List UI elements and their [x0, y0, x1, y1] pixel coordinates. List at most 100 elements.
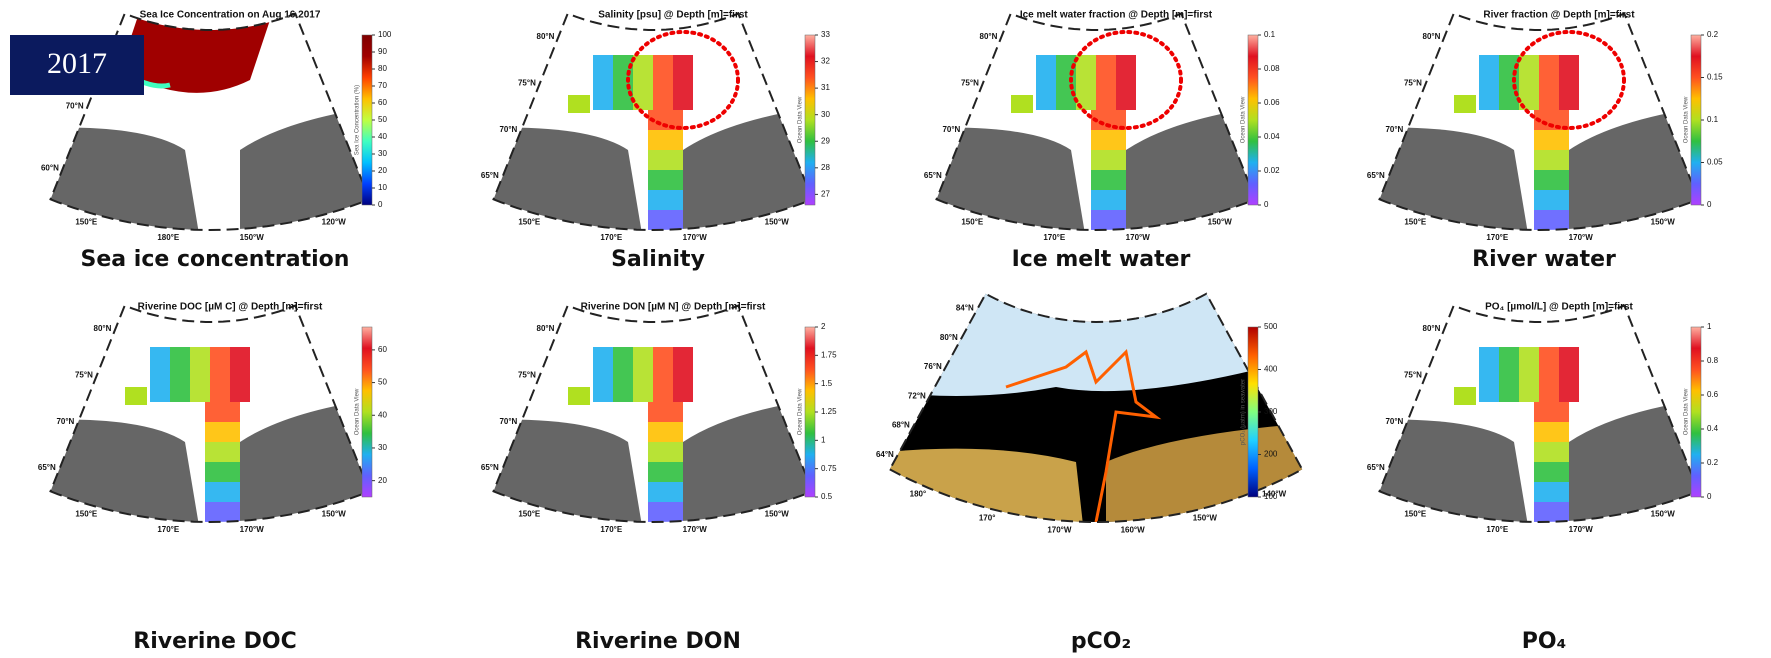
colorbar-tick-label: 0.2 — [1707, 30, 1719, 39]
lat-label: 75°N — [1404, 78, 1422, 87]
lon-label: 170°W — [1569, 233, 1594, 242]
panel-title: Riverine DON [µM N] @ Depth [m]=first — [581, 302, 766, 313]
lon-label: 180° — [910, 489, 927, 498]
land — [1329, 128, 1529, 241]
colorbar-tick-label: 0.04 — [1264, 132, 1280, 141]
lat-label: 65°N — [481, 171, 499, 180]
colorbar-tick-label: 30 — [378, 149, 387, 158]
lat-label: 68°N — [892, 421, 910, 430]
data-patch — [1519, 347, 1539, 402]
data-patch — [1534, 150, 1569, 170]
data-patch — [568, 387, 590, 405]
lon-label: 150°W — [1208, 217, 1233, 226]
colorbar-tick-label: 60 — [378, 98, 387, 107]
lat-label: 60°N — [41, 163, 59, 172]
lon-label: 150°E — [75, 217, 98, 226]
colorbar-tick-label: 0.75 — [821, 464, 837, 473]
data-patch — [593, 55, 613, 110]
lat-label: 80°N — [537, 32, 555, 41]
data-patch — [673, 347, 693, 402]
colorbar-label: Ocean Data View — [798, 96, 804, 143]
panel-caption: pCO₂ — [1071, 629, 1131, 654]
data-patch — [1534, 502, 1569, 522]
data-patch — [205, 462, 240, 482]
map — [886, 0, 1326, 240]
lat-label: 80°N — [537, 324, 555, 333]
colorbar-tick-label: 20 — [378, 166, 387, 175]
lon-label: 150°E — [518, 509, 541, 518]
lat-label: 72°N — [908, 391, 926, 400]
colorbar — [362, 35, 372, 205]
lon-label: 170°W — [1126, 233, 1151, 242]
lat-label: 65°N — [481, 463, 499, 472]
data-patch — [1559, 55, 1579, 110]
data-patch — [653, 55, 673, 110]
lat-label: 65°N — [1367, 171, 1385, 180]
colorbar-tick-label: 0.8 — [1707, 356, 1719, 365]
colorbar-tick-label: 0 — [378, 200, 383, 209]
lon-label: 150°W — [765, 509, 790, 518]
lon-label: 150°W — [765, 217, 790, 226]
lon-label: 160°W — [1121, 526, 1146, 535]
panel-caption: Riverine DON — [575, 629, 741, 654]
year-badge-text: 2017 — [47, 47, 107, 80]
data-patch — [1534, 462, 1569, 482]
land — [0, 128, 200, 241]
colorbar-tick-label: 10 — [378, 183, 387, 192]
colorbar-tick-label: 0.1 — [1264, 30, 1276, 39]
colorbar-label: Ocean Data View — [1684, 388, 1690, 435]
panel-title: Salinity [psu] @ Depth [m]=first — [598, 10, 748, 21]
panel-caption: PO₄ — [1522, 629, 1566, 654]
data-patch — [648, 130, 683, 150]
data-patch — [633, 55, 653, 110]
data-patch — [205, 502, 240, 522]
colorbar — [1248, 327, 1258, 497]
lon-label: 170°E — [157, 525, 180, 534]
colorbar-tick-label: 1 — [1707, 322, 1712, 331]
data-patch — [568, 95, 590, 113]
data-patch — [1091, 190, 1126, 210]
data-patch — [1534, 422, 1569, 442]
colorbar-tick-label: 33 — [821, 30, 830, 39]
panel-caption: River water — [1472, 247, 1616, 272]
panel-caption: Riverine DOC — [133, 629, 297, 654]
data-patch — [1534, 130, 1569, 150]
colorbar-tick-label: 1.75 — [821, 350, 837, 359]
colorbar-tick-label: 20 — [378, 476, 387, 485]
map — [1329, 292, 1769, 532]
data-patch — [1559, 347, 1579, 402]
lat-label: 65°N — [38, 463, 56, 472]
panel-title: Ice melt water fraction @ Depth [m]=firs… — [1020, 10, 1213, 21]
lat-label: 70°N — [1385, 125, 1403, 134]
lat-label: 70°N — [66, 102, 84, 111]
lon-label: 150°W — [240, 233, 265, 242]
colorbar-tick-label: 0.1 — [1707, 115, 1719, 124]
colorbar-tick-label: 70 — [378, 81, 387, 90]
data-patch — [205, 442, 240, 462]
data-patch — [633, 347, 653, 402]
lat-label: 80°N — [1423, 32, 1441, 41]
panel: 80°N75°N70°N65°N150°E170°E170°W150°W00.2… — [1329, 292, 1769, 654]
lat-label: 65°N — [1367, 463, 1385, 472]
colorbar-tick-label: 0 — [1707, 492, 1712, 501]
colorbar-tick-label: 0.08 — [1264, 64, 1280, 73]
data-patch — [1534, 482, 1569, 502]
colorbar-label: pCO₂ (µatm) in seawater — [1241, 379, 1247, 445]
colorbar-tick-label: 0.2 — [1707, 458, 1719, 467]
colorbar-tick-label: 29 — [821, 136, 830, 145]
colorbar-tick-label: 50 — [378, 378, 387, 387]
lat-label: 80°N — [1423, 324, 1441, 333]
data-patch — [1539, 55, 1559, 110]
lon-label: 170°E — [1486, 233, 1509, 242]
data-patch — [1534, 442, 1569, 462]
data-patch — [190, 347, 210, 402]
lon-label: 150°E — [1404, 509, 1427, 518]
data-patch — [648, 442, 683, 462]
panel-title: River fraction @ Depth [m]=first — [1483, 10, 1635, 21]
data-patch — [648, 190, 683, 210]
panel-caption: Sea ice concentration — [81, 247, 350, 272]
lat-label: 75°N — [961, 78, 979, 87]
data-patch — [673, 55, 693, 110]
data-patch — [210, 347, 230, 402]
colorbar-tick-label: 1.5 — [821, 379, 833, 388]
